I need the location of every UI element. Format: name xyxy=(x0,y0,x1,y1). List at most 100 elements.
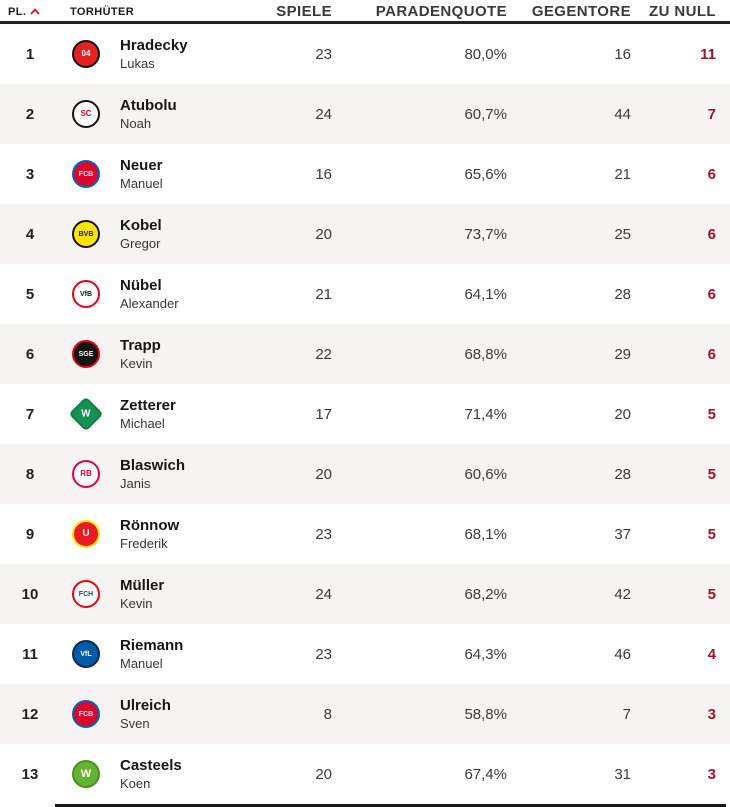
gegentore-value: 46 xyxy=(614,645,631,663)
column-header-torhueter[interactable]: TORHÜTER xyxy=(70,5,135,18)
rank: 8 xyxy=(25,465,35,483)
table-row[interactable]: 9 U Rönnow Frederik 23 68,1% 37 5 xyxy=(0,504,730,564)
column-header-paradenquote[interactable]: PARADENQUOTE xyxy=(375,3,507,20)
zu-null-value: 5 xyxy=(707,585,716,603)
player-last-name: Kobel xyxy=(120,217,162,234)
player-last-name: Nübel xyxy=(120,277,162,294)
crest-cell: SGE xyxy=(60,340,112,368)
spiele-value: 24 xyxy=(315,105,332,123)
player-name: Müller Kevin xyxy=(112,576,242,612)
club-crest-icon: BVB xyxy=(72,220,100,248)
zu-null-value: 6 xyxy=(707,165,716,183)
gegentore-value: 44 xyxy=(614,105,631,123)
player-last-name: Trapp xyxy=(120,337,161,354)
paradenquote-value: 68,1% xyxy=(464,525,507,543)
player-first-name: Manuel xyxy=(120,656,163,671)
club-crest-icon: VfB xyxy=(72,280,100,308)
spiele-value: 17 xyxy=(315,405,332,423)
player-first-name: Kevin xyxy=(120,596,153,611)
club-crest-icon: FCB xyxy=(72,160,100,188)
table-row[interactable]: 6 SGE Trapp Kevin 22 68,8% 29 6 xyxy=(0,324,730,384)
club-crest-icon: 04 xyxy=(72,40,100,68)
player-last-name: Atubolu xyxy=(120,97,177,114)
player-last-name: Hradecky xyxy=(120,37,188,54)
crest-cell: VfL xyxy=(60,640,112,668)
spiele-value: 24 xyxy=(315,585,332,603)
column-header-pl[interactable]: PL. xyxy=(0,6,60,18)
zu-null-value: 7 xyxy=(707,105,716,123)
player-first-name: Gregor xyxy=(120,236,161,251)
club-crest-label: VfB xyxy=(79,290,93,298)
zu-null-value: 4 xyxy=(707,645,716,663)
rank: 1 xyxy=(25,45,35,63)
gegentore-value: 29 xyxy=(614,345,631,363)
table-row[interactable]: 13 W Casteels Koen 20 67,4% 31 3 xyxy=(0,744,730,804)
player-last-name: Rönnow xyxy=(120,517,180,534)
zu-null-value: 3 xyxy=(707,765,716,783)
paradenquote-value: 58,8% xyxy=(464,705,507,723)
column-header-gegentore[interactable]: GEGENTORE xyxy=(531,3,631,20)
spiele-value: 20 xyxy=(315,465,332,483)
paradenquote-value: 64,3% xyxy=(464,645,507,663)
player-name: Zetterer Michael xyxy=(112,396,242,432)
table-row[interactable]: 10 FCH Müller Kevin 24 68,2% 42 5 xyxy=(0,564,730,624)
table-row[interactable]: 1 04 Hradecky Lukas 23 80,0% 16 11 xyxy=(0,24,730,84)
spiele-value: 20 xyxy=(315,225,332,243)
club-crest-label: SC xyxy=(80,109,92,118)
rank: 4 xyxy=(25,225,35,243)
crest-cell: FCB xyxy=(60,160,112,188)
rank: 9 xyxy=(25,525,35,543)
club-crest-label: VfL xyxy=(80,650,92,658)
player-name: Riemann Manuel xyxy=(112,636,242,672)
table-row[interactable]: 5 VfB Nübel Alexander 21 64,1% 28 6 xyxy=(0,264,730,324)
column-header-spiele[interactable]: SPIELE xyxy=(276,3,332,20)
gegentore-value: 28 xyxy=(614,465,631,483)
gegentore-value: 16 xyxy=(614,45,631,63)
player-last-name: Müller xyxy=(120,577,165,594)
player-last-name: Ulreich xyxy=(120,697,171,714)
paradenquote-value: 67,4% xyxy=(464,765,507,783)
table-row[interactable]: 2 SC Atubolu Noah 24 60,7% 44 7 xyxy=(0,84,730,144)
player-name: Hradecky Lukas xyxy=(112,36,242,72)
player-last-name: Riemann xyxy=(120,637,184,654)
crest-cell: 04 xyxy=(60,40,112,68)
rank: 7 xyxy=(25,405,35,423)
column-header-zunull[interactable]: ZU NULL xyxy=(649,3,716,20)
paradenquote-value: 65,6% xyxy=(464,165,507,183)
table-row[interactable]: 4 BVB Kobel Gregor 20 73,7% 25 6 xyxy=(0,204,730,264)
player-name: Ulreich Sven xyxy=(112,696,242,732)
player-last-name: Zetterer xyxy=(120,397,176,414)
rank: 10 xyxy=(21,585,39,603)
spiele-value: 23 xyxy=(315,525,332,543)
gegentore-value: 7 xyxy=(622,705,631,723)
table-row[interactable]: 11 VfL Riemann Manuel 23 64,3% 46 4 xyxy=(0,624,730,684)
table-row[interactable]: 8 RB Blaswich Janis 20 60,6% 28 5 xyxy=(0,444,730,504)
table-row[interactable]: 3 FCB Neuer Manuel 16 65,6% 21 6 xyxy=(0,144,730,204)
player-first-name: Michael xyxy=(120,416,165,431)
player-name: Rönnow Frederik xyxy=(112,516,242,552)
player-first-name: Manuel xyxy=(120,176,163,191)
rank: 11 xyxy=(22,645,38,663)
crest-cell: SC xyxy=(60,100,112,128)
column-header-pl-label: PL. xyxy=(8,5,27,18)
spiele-value: 23 xyxy=(315,45,332,63)
table-row[interactable]: 7 W Zetterer Michael 17 71,4% 20 5 xyxy=(0,384,730,444)
player-first-name: Noah xyxy=(120,116,152,131)
rank: 13 xyxy=(21,765,39,783)
crest-cell: FCH xyxy=(60,580,112,608)
club-crest-icon: W xyxy=(72,760,100,788)
table-row[interactable]: 12 FCB Ulreich Sven 8 58,8% 7 3 xyxy=(0,684,730,744)
club-crest-label: W xyxy=(80,767,92,780)
player-name: Atubolu Noah xyxy=(112,96,242,132)
spiele-value: 8 xyxy=(323,705,332,723)
club-crest-icon: RB xyxy=(72,460,100,488)
gegentore-value: 21 xyxy=(614,165,631,183)
crest-cell: RB xyxy=(60,460,112,488)
club-crest-label: U xyxy=(82,528,90,539)
crest-cell: BVB xyxy=(60,220,112,248)
zu-null-value: 5 xyxy=(707,525,716,543)
player-name: Trapp Kevin xyxy=(112,336,242,372)
spiele-value: 22 xyxy=(315,345,332,363)
club-crest-icon: FCH xyxy=(72,580,100,608)
club-crest-icon: FCB xyxy=(72,700,100,728)
